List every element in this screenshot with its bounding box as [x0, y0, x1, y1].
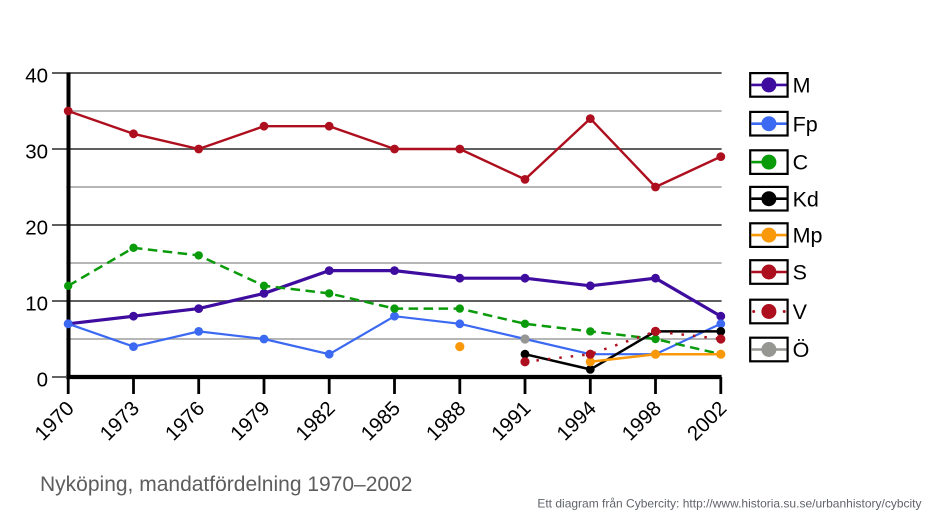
svg-text:0: 0	[37, 369, 48, 392]
svg-text:Nyköping, mandatfördelning 197: Nyköping, mandatfördelning 1970–2002	[40, 473, 412, 496]
svg-text:40: 40	[25, 65, 48, 88]
svg-text:Fp: Fp	[793, 112, 818, 136]
svg-text:10: 10	[25, 293, 48, 316]
svg-text:M: M	[793, 74, 811, 98]
svg-text:Kd: Kd	[793, 187, 819, 211]
svg-text:30: 30	[25, 141, 48, 164]
svg-text:V: V	[793, 300, 808, 324]
svg-text:Ö: Ö	[793, 338, 810, 362]
svg-text:Ett diagram från Cybercity: ht: Ett diagram från Cybercity: http://www.h…	[537, 497, 921, 511]
svg-text:S: S	[793, 261, 807, 285]
svg-text:Mp: Mp	[793, 224, 823, 248]
svg-text:C: C	[793, 151, 809, 175]
svg-text:20: 20	[25, 217, 48, 240]
